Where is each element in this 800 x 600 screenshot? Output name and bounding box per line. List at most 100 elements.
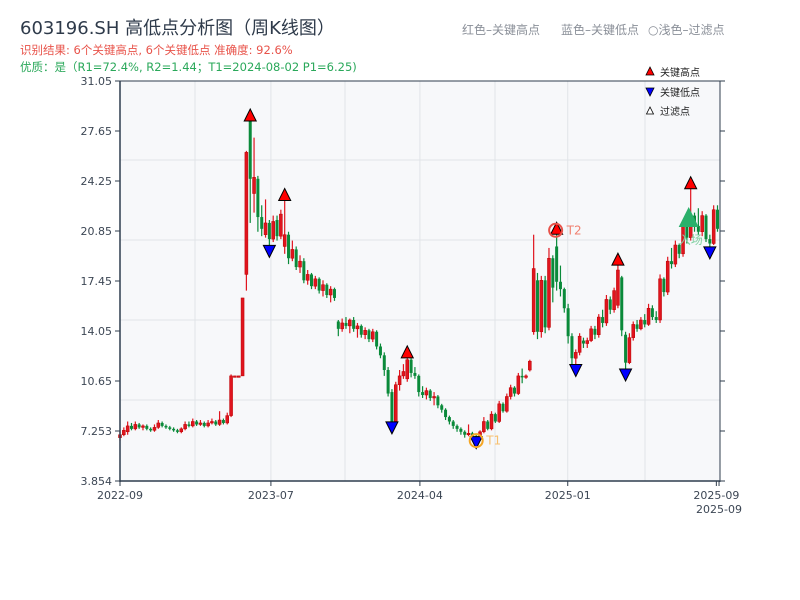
candle [577, 333, 582, 356]
candle [436, 395, 440, 409]
key-low-marker [703, 246, 717, 260]
candle [593, 325, 597, 340]
candle-body [612, 290, 616, 310]
candle [539, 275, 544, 338]
candle-body [432, 396, 436, 399]
candle [229, 374, 233, 418]
candle-body [520, 375, 524, 378]
candle-body [229, 375, 233, 416]
candle-body [463, 431, 467, 435]
candle [332, 287, 336, 301]
candle-body [566, 308, 570, 337]
candle [677, 243, 681, 259]
candle-body [555, 246, 559, 282]
candle-body [547, 257, 551, 328]
candle [179, 427, 184, 434]
candle [244, 150, 249, 291]
candle [321, 280, 325, 297]
candle [302, 258, 306, 284]
candle-body [240, 297, 245, 377]
candle [581, 337, 585, 348]
y-tick-label: 17.45 [81, 275, 113, 288]
candle-body [287, 234, 291, 259]
candle-body [179, 428, 184, 433]
candle [589, 325, 593, 343]
candle-body [436, 396, 440, 406]
candle-body [302, 261, 306, 281]
candle [305, 269, 310, 285]
key-low-marker [618, 368, 633, 383]
candle-body [665, 260, 670, 293]
y-tick-label: 31.05 [81, 75, 113, 88]
candle-body [486, 421, 490, 429]
key-high-marker [611, 252, 625, 266]
candle [378, 343, 382, 359]
candle-body [570, 336, 574, 359]
candle [290, 240, 295, 262]
key-high-marker [549, 221, 564, 235]
candle-body [344, 322, 348, 326]
candle-body [562, 289, 566, 309]
candle-body [639, 319, 643, 330]
candle-body [214, 421, 218, 425]
candle [397, 370, 402, 391]
candle-body [535, 280, 539, 332]
candle [646, 303, 651, 326]
candle-body [191, 421, 195, 427]
candle [236, 375, 241, 378]
candle-body [221, 420, 225, 423]
candle-body [294, 249, 298, 268]
candle [206, 420, 210, 428]
candle [643, 314, 647, 328]
candle [390, 389, 394, 426]
candle-body [508, 387, 513, 397]
legend-label: 关键高点 [660, 66, 700, 79]
x-tick-label: 2024-04 [397, 489, 443, 502]
candle [673, 240, 678, 268]
candle-body [455, 425, 459, 429]
candle-body [654, 317, 658, 321]
candle-body [716, 209, 719, 229]
x-tick-label: 2025-01 [545, 489, 591, 502]
candle-body [225, 415, 229, 424]
candle-body [482, 421, 486, 433]
candle [501, 402, 505, 413]
candle-body [696, 225, 700, 232]
candle [421, 386, 425, 398]
candle-body [271, 221, 275, 240]
candle [260, 205, 264, 237]
candle-body [505, 396, 509, 412]
candle-body [352, 320, 356, 329]
key-high-marker [277, 187, 292, 201]
x-tick-label: 2022-09 [97, 489, 143, 502]
candle-body [363, 330, 367, 335]
candle-body [501, 403, 505, 412]
y-tick-label: 3.854 [81, 475, 113, 488]
candle-body [516, 375, 521, 394]
candle-body [382, 355, 386, 371]
candle [125, 421, 130, 435]
candle [440, 403, 444, 413]
candle-body [551, 258, 555, 288]
candle [348, 318, 352, 334]
candle-body [417, 375, 421, 393]
candle-body [210, 421, 214, 424]
candle-body [202, 422, 206, 426]
key-low-marker [568, 364, 583, 378]
candle-body [627, 337, 632, 363]
x-tick-label: 2025-09 [696, 503, 742, 516]
candle-body [413, 372, 417, 376]
candle [543, 275, 547, 334]
candle-body [604, 299, 609, 324]
candle-body [145, 425, 149, 429]
candle [405, 353, 410, 382]
y-tick-label: 14.05 [81, 325, 113, 338]
candle-body [440, 405, 444, 410]
candle-body [156, 422, 161, 428]
candle [248, 117, 252, 223]
candle [183, 421, 187, 431]
legend-label: 关键低点 [660, 86, 700, 99]
candle [547, 247, 551, 331]
